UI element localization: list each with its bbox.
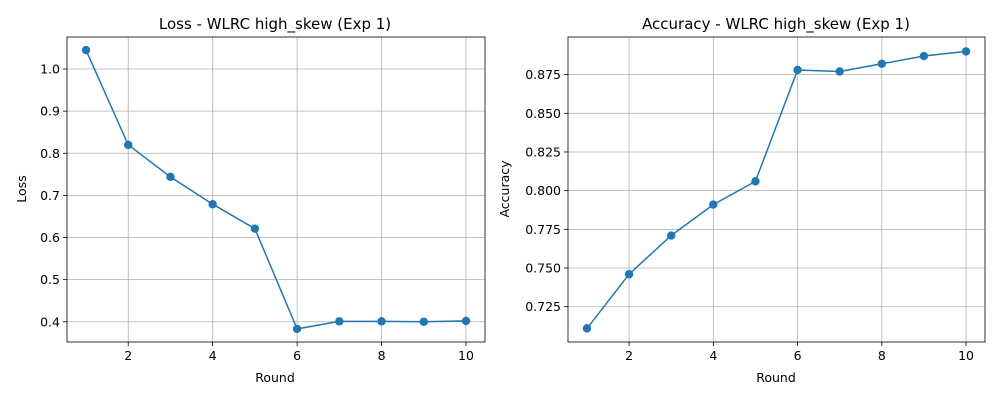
data-point xyxy=(124,140,133,150)
loss-chart: Loss - WLRC high_skew (Exp 1) Round Loss… xyxy=(14,15,486,385)
x-axis-label: Round xyxy=(756,370,796,385)
data-point xyxy=(419,317,428,326)
x-tick-label: 6 xyxy=(794,348,802,363)
y-tick-label: 0.725 xyxy=(525,299,561,314)
data-point xyxy=(377,317,386,326)
y-tick-label: 0.800 xyxy=(525,183,561,198)
y-tick-label: 0.5 xyxy=(40,272,60,287)
data-point xyxy=(666,231,676,240)
x-tick-label: 2 xyxy=(124,348,132,363)
y-axis-label: Loss xyxy=(14,175,29,202)
data-point xyxy=(208,200,217,209)
data-point xyxy=(461,316,471,326)
data-point xyxy=(877,59,887,68)
data-point xyxy=(582,324,592,333)
y-tick-label: 0.6 xyxy=(40,230,60,245)
data-point xyxy=(793,65,802,75)
x-tick-label: 2 xyxy=(625,348,633,363)
x-tick-label: 8 xyxy=(878,348,886,363)
x-tick-label: 6 xyxy=(293,348,301,363)
data-point xyxy=(624,270,634,279)
data-point xyxy=(751,177,760,186)
x-axis-label: Round xyxy=(255,370,295,385)
data-point xyxy=(166,172,175,182)
data-point xyxy=(250,224,260,233)
y-tick-label: 0.7 xyxy=(40,188,60,203)
y-tick-label: 0.750 xyxy=(525,261,561,276)
data-point xyxy=(835,67,844,76)
data-point xyxy=(919,51,929,61)
x-tick-label: 4 xyxy=(209,348,217,363)
y-tick-label: 0.825 xyxy=(525,144,561,159)
series-line xyxy=(85,49,467,330)
y-tick-label: 0.850 xyxy=(525,106,561,121)
data-point xyxy=(961,47,971,56)
series-line xyxy=(586,50,967,329)
data-point xyxy=(292,324,302,334)
x-tick-label: 4 xyxy=(709,348,717,363)
data-point xyxy=(335,317,344,326)
chart-title: Accuracy - WLRC high_skew (Exp 1) xyxy=(642,15,910,34)
grid xyxy=(67,37,485,342)
accuracy-chart: Accuracy - WLRC high_skew (Exp 1) Round … xyxy=(497,15,986,385)
y-tick-label: 0.875 xyxy=(525,67,561,82)
y-tick-label: 0.8 xyxy=(40,146,60,161)
x-tick-label: 10 xyxy=(958,348,974,363)
x-tick-label: 8 xyxy=(378,348,386,363)
y-tick-label: 0.9 xyxy=(40,104,60,119)
data-point xyxy=(709,200,718,209)
x-tick-label: 10 xyxy=(458,348,474,363)
data-point xyxy=(81,45,91,55)
plot-frame xyxy=(567,36,986,343)
y-axis-label: Accuracy xyxy=(497,160,512,218)
y-tick-label: 0.775 xyxy=(525,222,561,237)
plot-frame xyxy=(66,36,486,343)
y-tick-label: 1.0 xyxy=(40,62,60,77)
y-tick-label: 0.4 xyxy=(40,314,60,329)
chart-title: Loss - WLRC high_skew (Exp 1) xyxy=(159,15,391,34)
grid xyxy=(568,37,985,342)
